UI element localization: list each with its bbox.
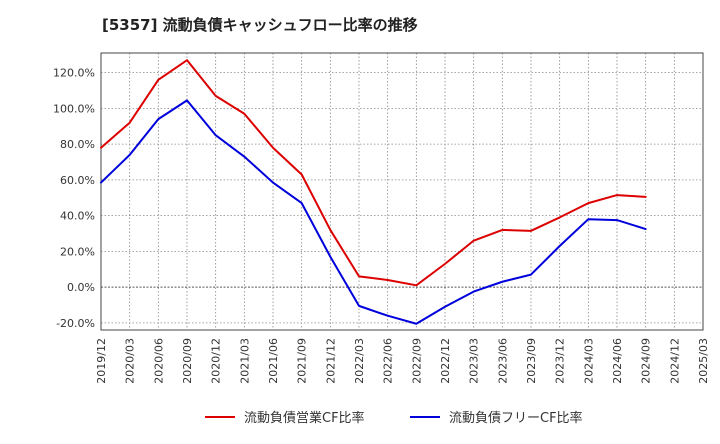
x-tick-label: 2025/03 <box>697 338 710 384</box>
x-tick-label: 2020/12 <box>210 338 223 384</box>
x-tick-label: 2021/06 <box>267 338 280 384</box>
x-tick-label: 2024/09 <box>640 338 653 384</box>
x-tick-label: 2021/09 <box>296 338 309 384</box>
x-tick-label: 2022/12 <box>439 338 452 384</box>
x-tick-label: 2020/03 <box>124 338 137 384</box>
plot-frame <box>100 52 704 331</box>
x-tick-label: 2022/09 <box>410 338 423 384</box>
x-tick-label: 2023/06 <box>496 338 509 384</box>
y-tick-label: -20.0% <box>56 317 95 330</box>
x-tick-label: 2023/12 <box>554 338 567 384</box>
x-tick-label: 2022/06 <box>382 338 395 384</box>
y-tick-label: 40.0% <box>60 210 95 223</box>
y-tick-label: 80.0% <box>60 138 95 151</box>
y-tick-label: 0.0% <box>67 281 95 294</box>
x-tick-label: 2024/12 <box>668 338 681 384</box>
x-tick-label: 2022/03 <box>353 338 366 384</box>
series-line-2 <box>100 99 647 325</box>
x-tick-label: 2023/03 <box>468 338 481 384</box>
grid-layer <box>100 53 704 330</box>
legend-layer: 流動負債営業CF比率 流動負債フリーCF比率 <box>205 410 583 426</box>
legend-label-1: 流動負債営業CF比率 <box>244 410 365 426</box>
x-tick-label: 2024/06 <box>611 338 624 384</box>
x-tick-label: 2020/09 <box>181 338 194 384</box>
x-tick-label: 2021/12 <box>324 338 337 384</box>
x-tick-label: 2020/06 <box>152 338 165 384</box>
y-tick-label: 60.0% <box>60 174 95 187</box>
y-tick-label: 100.0% <box>53 102 95 115</box>
chart-title: [5357] 流動負債キャッシュフロー比率の推移 <box>102 16 418 34</box>
series-line-1 <box>100 59 647 287</box>
x-tick-label: 2021/03 <box>238 338 251 384</box>
y-tick-label: 120.0% <box>53 67 95 80</box>
plot-background <box>101 53 703 330</box>
legend-label-2: 流動負債フリーCF比率 <box>449 410 583 426</box>
x-tick-label: 2024/03 <box>582 338 595 384</box>
series-layer <box>100 59 647 325</box>
x-tick-label: 2019/12 <box>95 338 108 384</box>
y-tick-label: 20.0% <box>60 245 95 258</box>
x-tick-label: 2023/09 <box>525 338 538 384</box>
axis-layer: -20.0% 0.0% 20.0% 40.0% 60.0% 80.0% 100.0% 120.… <box>53 52 710 384</box>
